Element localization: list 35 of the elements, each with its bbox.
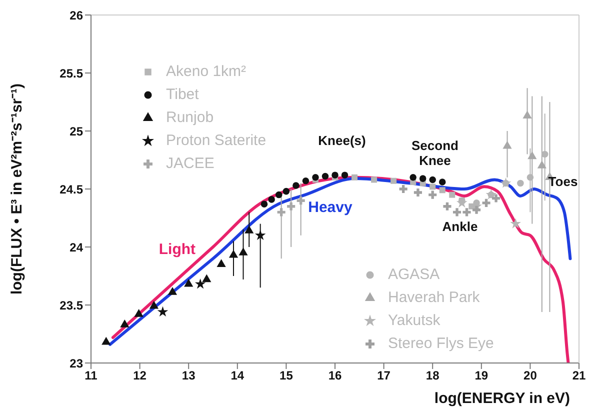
x-tick-label: 19 (474, 368, 488, 383)
x-tick-label: 14 (230, 368, 244, 383)
x-tick-label: 17 (377, 368, 391, 383)
annotation: Ankle (441, 219, 479, 234)
x-axis-title: log(ENERGY in eV) (434, 390, 570, 407)
y-tick-label: 24 (70, 240, 84, 254)
legend-label: Akeno 1km² (166, 63, 246, 80)
legend-label: Runjob (166, 109, 214, 126)
y-tick-label: 23.5 (60, 298, 84, 312)
x-tick-label: 20 (524, 368, 538, 383)
legend-label: JACEE (166, 155, 214, 172)
legend-label: Yakutsk (388, 312, 440, 329)
x-tick-label: 11 (84, 368, 98, 383)
annotation: Knee(s) (317, 133, 367, 148)
x-tick-label: 15 (280, 368, 294, 383)
legend-label: Proton Saterite (166, 132, 266, 149)
y-tick-label: 23 (70, 356, 84, 370)
legend-label: AGASA (388, 266, 440, 283)
x-tick-label: 16 (328, 368, 342, 383)
y-tick-label: 25.5 (60, 66, 84, 80)
y-tick-label: 26 (70, 8, 84, 22)
y-tick-label: 25 (70, 124, 84, 138)
annotation: Toes (547, 174, 579, 189)
series-label: Light (158, 241, 196, 258)
y-axis-title: log(FLUX • E³ in eV²m⁻²s⁻¹sr⁻¹) (8, 83, 26, 295)
annotation: Second Knee (410, 138, 460, 168)
x-tick-label: 13 (182, 368, 196, 383)
legend-label: Tibet (166, 86, 199, 103)
legend-label: Haverah Park (388, 289, 480, 306)
legend-label: Stereo Flys Eye (388, 335, 494, 352)
y-tick-label: 24.5 (60, 182, 84, 196)
series-label: Heavy (308, 198, 353, 216)
x-tick-label: 21 (572, 368, 586, 383)
x-tick-label: 12 (133, 368, 147, 383)
x-tick-label: 18 (426, 368, 440, 383)
